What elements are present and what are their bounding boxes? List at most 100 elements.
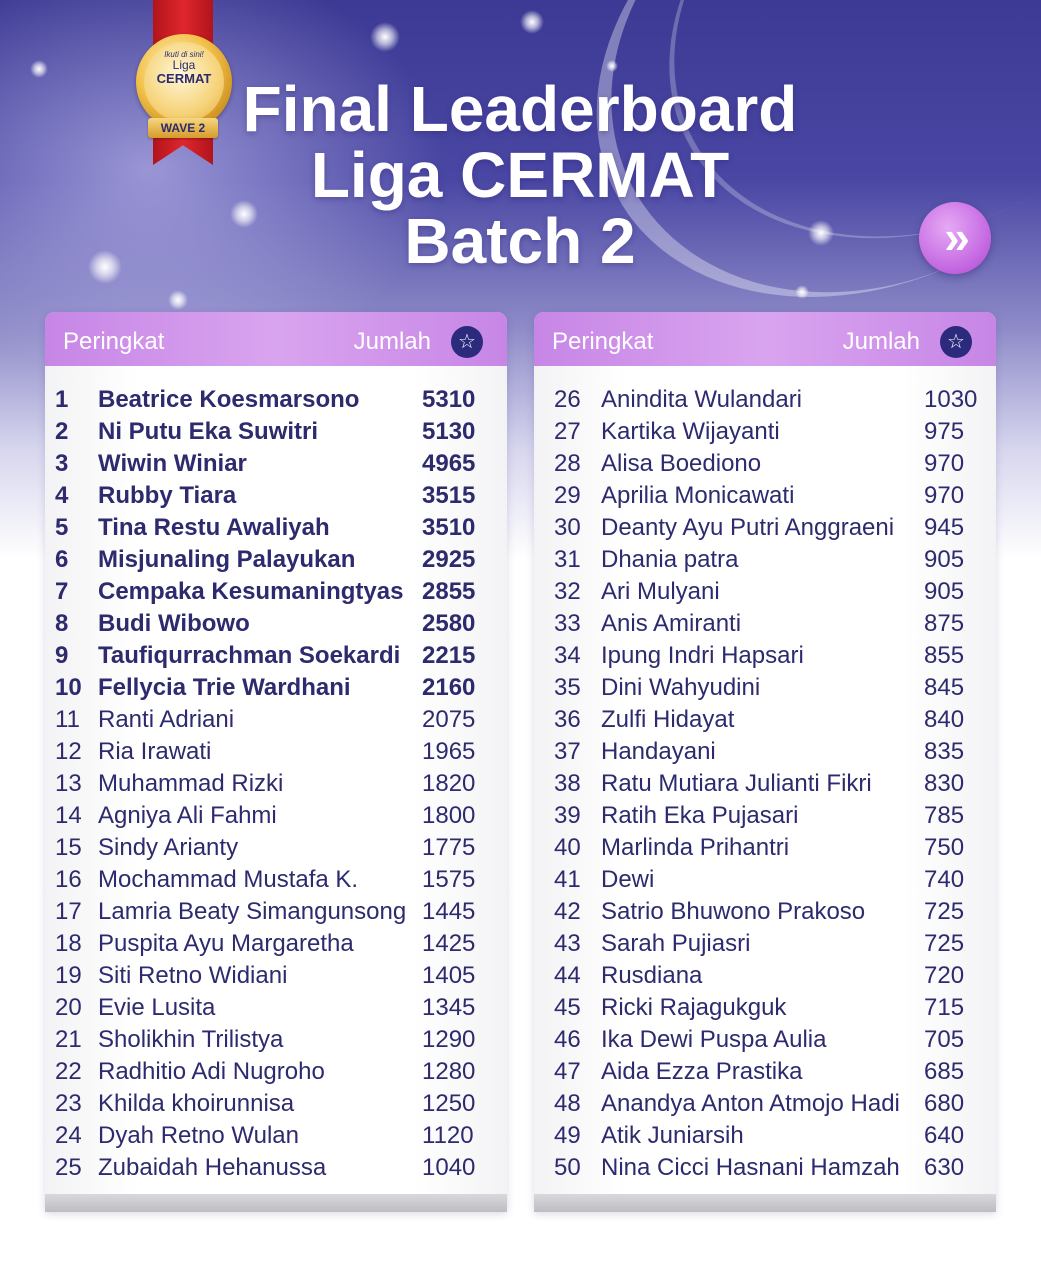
badge-wave-label: WAVE 2 <box>148 118 218 138</box>
leaderboard-row: 11 Ranti Adriani 2075 <box>45 704 507 736</box>
leaderboard-row: 3 Wiwin Winiar 4965 <box>45 448 507 480</box>
participant-name: Budi Wibowo <box>98 610 250 637</box>
rank-number: 12 <box>55 738 82 765</box>
participant-name: Misjunaling Palayukan <box>98 546 356 573</box>
participant-name: Kartika Wijayanti <box>601 418 780 445</box>
rank-number: 31 <box>554 546 581 573</box>
score-value: 1445 <box>422 898 476 925</box>
leaderboard-row: 39 Ratih Eka Pujasari 785 <box>534 800 996 832</box>
score-value: 3515 <box>422 482 476 509</box>
leaderboard-row: 40 Marlinda Prihantri 750 <box>534 832 996 864</box>
rank-number: 41 <box>554 866 581 893</box>
score-value: 2160 <box>422 674 476 701</box>
participant-name: Mochammad Mustafa K. <box>98 866 359 893</box>
panel-header: Peringkat Jumlah ☆ <box>45 312 507 366</box>
participant-name: Deanty Ayu Putri Anggraeni <box>601 514 895 541</box>
rank-number: 24 <box>55 1122 82 1149</box>
leaderboard-row: 37 Handayani 835 <box>534 736 996 768</box>
sparkle-icon <box>30 60 48 78</box>
rank-number: 9 <box>55 642 69 669</box>
participant-name: Taufiqurrachman Soekardi <box>98 642 401 669</box>
participant-name: Agniya Ali Fahmi <box>98 802 277 829</box>
participant-name: Rusdiana <box>601 962 703 989</box>
rank-number: 33 <box>554 610 581 637</box>
participant-name: Radhitio Adi Nugroho <box>98 1058 325 1085</box>
leaderboard-row: 1 Beatrice Koesmarsono 5310 <box>45 384 507 416</box>
panel-footer-bar <box>45 1194 507 1212</box>
double-chevron-right-icon: » <box>944 211 969 263</box>
participant-name: Ranti Adriani <box>98 706 235 733</box>
score-value: 1405 <box>422 962 476 989</box>
rank-number: 23 <box>55 1090 82 1117</box>
rank-number: 2 <box>55 418 69 445</box>
rank-number: 1 <box>55 386 69 413</box>
rank-number: 39 <box>554 802 581 829</box>
leaderboard-row: 20 Evie Lusita 1345 <box>45 992 507 1024</box>
score-value: 945 <box>924 514 965 541</box>
participant-name: Rubby Tiara <box>98 482 237 509</box>
rank-number: 20 <box>55 994 82 1021</box>
leaderboard-row: 33 Anis Amiranti 875 <box>534 608 996 640</box>
score-value: 725 <box>924 930 965 957</box>
rank-number: 50 <box>554 1154 581 1181</box>
participant-name: Sindy Arianty <box>98 834 239 861</box>
rank-number: 8 <box>55 610 69 637</box>
score-value: 720 <box>924 962 965 989</box>
score-value: 835 <box>924 738 965 765</box>
badge-small-text: Ikuti di sini! <box>164 50 204 59</box>
rank-number: 7 <box>55 578 69 605</box>
leaderboard-row: 12 Ria Irawati 1965 <box>45 736 507 768</box>
sparkle-icon <box>795 285 809 299</box>
participant-name: Satrio Bhuwono Prakoso <box>601 898 866 925</box>
participant-name: Khilda khoirunnisa <box>98 1090 295 1117</box>
leaderboard-row: 15 Sindy Arianty 1775 <box>45 832 507 864</box>
participant-name: Ari Mulyani <box>601 578 720 605</box>
participant-name: Zulfi Hidayat <box>601 706 735 733</box>
leaderboard-list: 26 Anindita Wulandari 1030 27 Kartika Wijaya… <box>534 384 996 1184</box>
sparkle-icon <box>370 22 400 52</box>
header-rank-label: Peringkat <box>63 328 165 355</box>
header-score-label: Jumlah <box>353 328 431 355</box>
participant-name: Aprilia Monicawati <box>601 482 795 509</box>
rank-number: 22 <box>55 1058 82 1085</box>
rank-number: 3 <box>55 450 69 477</box>
leaderboard-row: 36 Zulfi Hidayat 840 <box>534 704 996 736</box>
sparkle-icon <box>808 220 834 246</box>
score-value: 905 <box>924 578 965 605</box>
leaderboard-row: 22 Radhitio Adi Nugroho 1280 <box>45 1056 507 1088</box>
leaderboard-row: 38 Ratu Mutiara Julianti Fikri 830 <box>534 768 996 800</box>
leaderboard-row: 34 Ipung Indri Hapsari 855 <box>534 640 996 672</box>
sparkle-icon <box>88 250 122 284</box>
rank-number: 17 <box>55 898 82 925</box>
next-arrow-button[interactable]: » <box>919 202 991 274</box>
rank-number: 47 <box>554 1058 581 1085</box>
leaderboard-row: 21 Sholikhin Trilistya 1290 <box>45 1024 507 1056</box>
title-line1: Final Leaderboard <box>242 73 798 145</box>
rank-number: 15 <box>55 834 82 861</box>
participant-name: Muhammad Rizki <box>98 770 284 797</box>
leaderboard-row: 5 Tina Restu Awaliyah 3510 <box>45 512 507 544</box>
sparkle-icon <box>168 290 188 310</box>
score-value: 1030 <box>924 386 978 413</box>
header-rank-label: Peringkat <box>552 328 654 355</box>
rank-number: 28 <box>554 450 581 477</box>
participant-name: Sholikhin Trilistya <box>98 1026 284 1053</box>
score-value: 855 <box>924 642 965 669</box>
participant-name: Siti Retno Widiani <box>98 962 288 989</box>
score-value: 5310 <box>422 386 476 413</box>
rank-number: 25 <box>55 1154 82 1181</box>
leaderboard-row: 4 Rubby Tiara 3515 <box>45 480 507 512</box>
participant-name: Atik Juniarsih <box>601 1122 744 1149</box>
rank-number: 14 <box>55 802 82 829</box>
score-value: 1120 <box>422 1122 474 1149</box>
participant-name: Dewi <box>601 866 655 893</box>
leaderboard-row: 46 Ika Dewi Puspa Aulia 705 <box>534 1024 996 1056</box>
score-value: 970 <box>924 482 965 509</box>
leaderboard-row: 19 Siti Retno Widiani 1405 <box>45 960 507 992</box>
leaderboard-row: 9 Taufiqurrachman Soekardi 2215 <box>45 640 507 672</box>
panel-footer-bar <box>534 1194 996 1212</box>
participant-name: Dyah Retno Wulan <box>98 1122 299 1149</box>
badge-line1: Liga <box>172 58 196 72</box>
leaderboard-row: 41 Dewi 740 <box>534 864 996 896</box>
score-value: 725 <box>924 898 965 925</box>
